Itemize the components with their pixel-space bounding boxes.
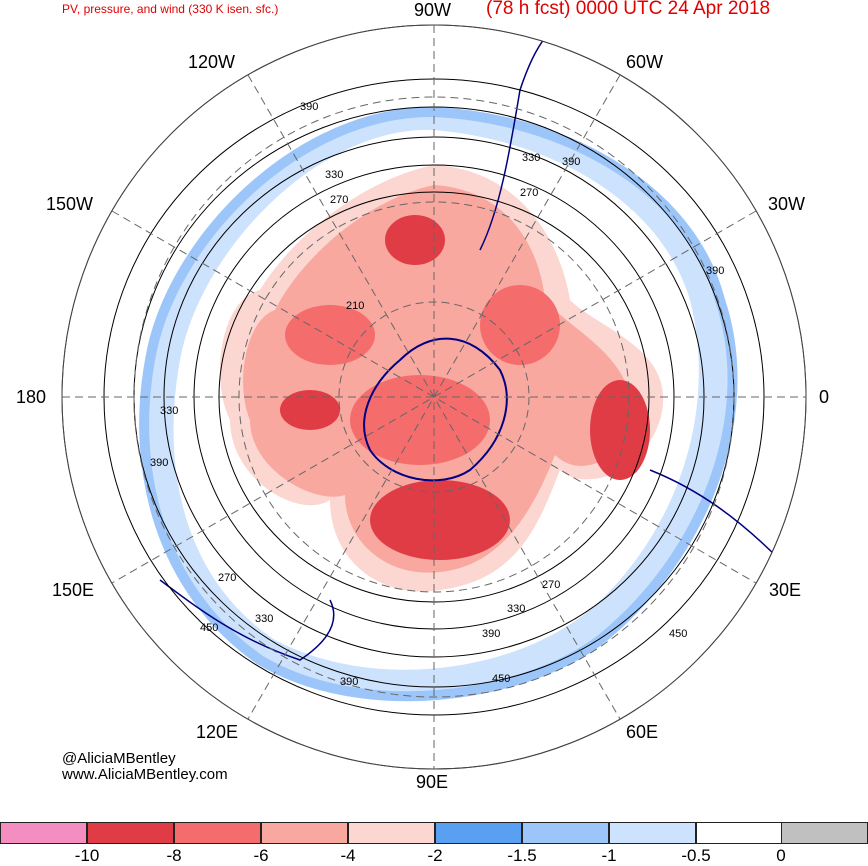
contour-label: 330 [522, 152, 540, 164]
pv-core [280, 390, 340, 430]
colorbar-box [261, 822, 348, 844]
colorbar-box [0, 822, 87, 844]
colorbar-box [522, 822, 609, 844]
pv-core [590, 380, 650, 480]
colorbar-tick-label: -2 [427, 846, 443, 865]
author-website: www.AliciaMBentley.com [62, 766, 228, 783]
colorbar-tick-label: 0 [776, 846, 786, 865]
longitude-label-150w: 150W [46, 194, 94, 214]
australia-coastline [159, 579, 335, 661]
colorbar-box [609, 822, 696, 844]
colorbar-tick-label: -0.5 [681, 846, 711, 865]
longitude-label-0: 0 [819, 387, 830, 407]
contour-label: 390 [150, 457, 168, 469]
contour-label: 330 [507, 603, 525, 615]
pv-core [480, 285, 560, 365]
contour-label: 390 [482, 628, 500, 640]
contour-label: 330 [325, 169, 343, 181]
colorbar-box [781, 822, 868, 844]
pv-core [370, 480, 510, 560]
antarctica-coastline [363, 337, 508, 482]
contour-label: 210 [346, 300, 364, 312]
contour-label: 390 [300, 101, 318, 113]
colorbar-box [87, 822, 174, 844]
colorbar-tick-label: -8 [166, 846, 182, 865]
colorbar-box [174, 822, 261, 844]
longitude-label-60e: 60E [626, 722, 659, 742]
contour-label: 390 [340, 676, 358, 688]
africa-coastline [649, 469, 781, 561]
contour-label: 450 [200, 622, 218, 634]
colorbar-box [696, 822, 783, 844]
colorbar-tick-label: -6 [253, 846, 269, 865]
forecast-valid-time: (78 h fcst) 0000 UTC 24 Apr 2018 [486, 0, 771, 19]
contour-label: 330 [160, 405, 178, 417]
colorbar-tick-label: -10 [74, 846, 100, 865]
longitude-label-120e: 120E [196, 722, 239, 742]
graticule [62, 25, 806, 769]
colorbar-tick-label: -1 [601, 846, 617, 865]
contour-label: 450 [669, 628, 687, 640]
longitude-label-30w: 30W [768, 194, 806, 214]
pv-core [385, 215, 445, 265]
map-subtitle: PV, pressure, and wind (330 K isen. sfc.… [62, 2, 279, 16]
contour-label: 390 [562, 156, 580, 168]
contour-label: 270 [330, 194, 348, 206]
contour-label: 330 [255, 613, 273, 625]
longitude-label-90w: 90W [414, 0, 452, 20]
colorbar-tick-label: -1.5 [507, 846, 537, 865]
longitude-label-150e: 150E [52, 580, 95, 600]
contour-label: 270 [218, 572, 236, 584]
contour-label: 390 [706, 265, 724, 277]
longitude-label-90e: 90E [416, 772, 449, 792]
contour-label: 450 [492, 673, 510, 685]
author-handle: @AliciaMBentley [62, 750, 176, 767]
colorbar-box [348, 822, 435, 844]
contour-labels: 390 330 270 390 330 270 390 210 330 390 … [150, 101, 724, 688]
longitude-label-120w: 120W [188, 52, 236, 72]
longitude-label-180: 180 [16, 387, 47, 407]
contour-label: 270 [542, 579, 560, 591]
longitude-label-30e: 30E [769, 580, 802, 600]
longitude-label-60w: 60W [626, 52, 664, 72]
map-boundary [61, 24, 807, 770]
contour-label: 270 [520, 187, 538, 199]
colorbar-box [435, 822, 522, 844]
colorbar-tick-label: -4 [340, 846, 356, 865]
